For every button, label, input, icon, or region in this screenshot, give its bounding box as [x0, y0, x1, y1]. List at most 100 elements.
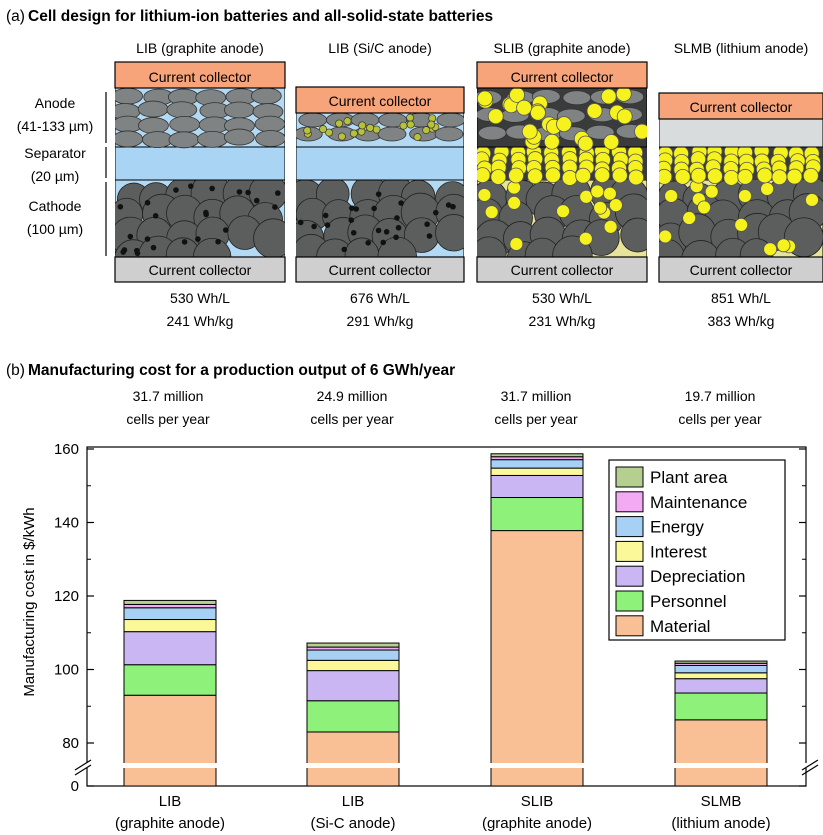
cells-per-year-2b: cells per year — [310, 411, 394, 427]
legend-label: Personnel — [650, 592, 727, 611]
bar-segment-interest — [306, 659, 400, 672]
separator-particle — [690, 167, 707, 184]
carbon-additive — [253, 197, 260, 204]
energy-vol-2: 676 Wh/L — [350, 290, 410, 306]
energy-grav-4: 383 Wh/kg — [708, 313, 775, 329]
carbon-additive — [272, 204, 278, 210]
legend-swatch — [615, 491, 644, 513]
graphite-particle — [115, 130, 144, 148]
electrolyte-particle — [586, 103, 603, 119]
bar-segment-personnel — [123, 664, 217, 696]
bottom-current-collector — [658, 256, 823, 283]
graphite-particle — [169, 115, 201, 133]
electrolyte-particle — [659, 229, 673, 244]
si-particle — [349, 129, 358, 138]
separator-particle — [756, 167, 773, 184]
separator-particle — [723, 169, 740, 186]
electrolyte-particle — [593, 200, 608, 215]
y-tick-label: 0 — [71, 778, 79, 795]
legend-label: Energy — [650, 518, 704, 537]
electrolyte-particle — [579, 189, 594, 204]
separator-particle — [707, 168, 723, 185]
electrolyte-particle — [603, 219, 618, 234]
separator-particle — [508, 167, 524, 184]
bottom-current-collector — [476, 256, 648, 283]
separator-label: Separator — [24, 145, 86, 161]
carbon-additive — [349, 205, 355, 211]
carbon-additive — [341, 246, 348, 253]
cathode-particle — [620, 217, 647, 253]
carbon-additive — [353, 206, 360, 212]
cathode-particle — [477, 236, 507, 258]
bar-segment-depreciation — [674, 678, 768, 694]
electrolyte-particle — [697, 200, 711, 215]
si-particle — [337, 132, 346, 141]
cells-per-year-4b: cells per year — [678, 411, 762, 427]
separator-particle — [575, 167, 592, 184]
separator-thickness: (20 µm) — [31, 168, 80, 184]
bar-segment-depreciation — [490, 474, 584, 499]
bar-segment-material — [123, 694, 217, 787]
electrolyte-particle — [763, 242, 778, 257]
bar-segment-material — [306, 731, 400, 787]
carbon-additive — [144, 236, 151, 242]
plot-frame — [86, 446, 807, 787]
separator-particle — [659, 168, 673, 185]
si-particle — [343, 117, 352, 126]
legend-swatch — [615, 540, 644, 562]
cost-chart: 0 80 100 120 140 160 LIB (graphite anode) LIB (Si… — [54, 441, 819, 832]
si-particle — [325, 128, 333, 137]
electrolyte-particle — [507, 196, 522, 210]
separator-particle — [594, 167, 611, 184]
cells-per-year-3b: cells per year — [494, 411, 578, 427]
cell-diagrams — [114, 61, 823, 283]
bar-segment-interest — [674, 672, 768, 680]
bar-segment-interest — [490, 467, 584, 476]
cathode-thickness: (100 µm) — [27, 221, 83, 237]
panel-a-title: Cell design for lithium-ion batteries an… — [28, 8, 493, 25]
bar-segment-plant-area — [306, 642, 400, 648]
graphite-particle — [223, 128, 255, 146]
energy-vol-3: 530 Wh/L — [532, 290, 592, 306]
si-particle — [358, 121, 367, 130]
top-collector-label-1: Current collector — [149, 69, 252, 85]
carbon-additive — [236, 189, 243, 195]
carbon-additive — [209, 185, 215, 192]
carbon-additive — [383, 229, 390, 235]
cells-per-year-1b: cells per year — [126, 411, 210, 427]
axis-break-band — [75, 763, 818, 768]
legend-label: Interest — [650, 542, 707, 561]
electrolyte-particle — [578, 231, 593, 246]
separator-particle — [674, 168, 691, 185]
si-particle — [413, 133, 422, 142]
electrolyte-particle — [509, 237, 524, 251]
legend-label: Maintenance — [650, 493, 747, 512]
panel-b-title: Manufacturing cost for a production outp… — [28, 362, 455, 379]
carbon-additive — [445, 202, 452, 208]
cathode-particle — [435, 214, 464, 252]
electrolyte-particle — [477, 90, 493, 107]
graphite-particle — [138, 117, 169, 134]
cell-name-1: LIB (graphite anode) — [136, 40, 264, 56]
separator-particle — [477, 167, 491, 184]
y-tick-label: 80 — [62, 735, 79, 752]
carbon-additive — [375, 227, 382, 234]
electrolyte-particle — [484, 205, 499, 219]
axis-break-mark — [801, 759, 819, 771]
bar-segment-personnel — [306, 700, 400, 733]
y-tick-label: 160 — [54, 441, 79, 458]
graphite-particle — [377, 126, 407, 142]
x-tick-sublabel: (graphite anode) — [482, 815, 592, 832]
electrolyte-particle — [760, 182, 775, 196]
cell-diagram-2 — [295, 86, 465, 283]
bar-segment-plant-area — [674, 660, 768, 664]
x-tick-label: SLIB — [521, 793, 554, 810]
bar-segment-material — [674, 719, 768, 787]
graphite-particle — [168, 131, 200, 149]
cathode-label: Cathode — [29, 198, 82, 214]
electrolyte-particle — [521, 123, 538, 140]
electrolyte-particle — [600, 88, 617, 105]
separator-particle — [490, 169, 507, 185]
cell-diagram-1 — [114, 61, 286, 283]
bar-segment-energy — [123, 607, 217, 621]
